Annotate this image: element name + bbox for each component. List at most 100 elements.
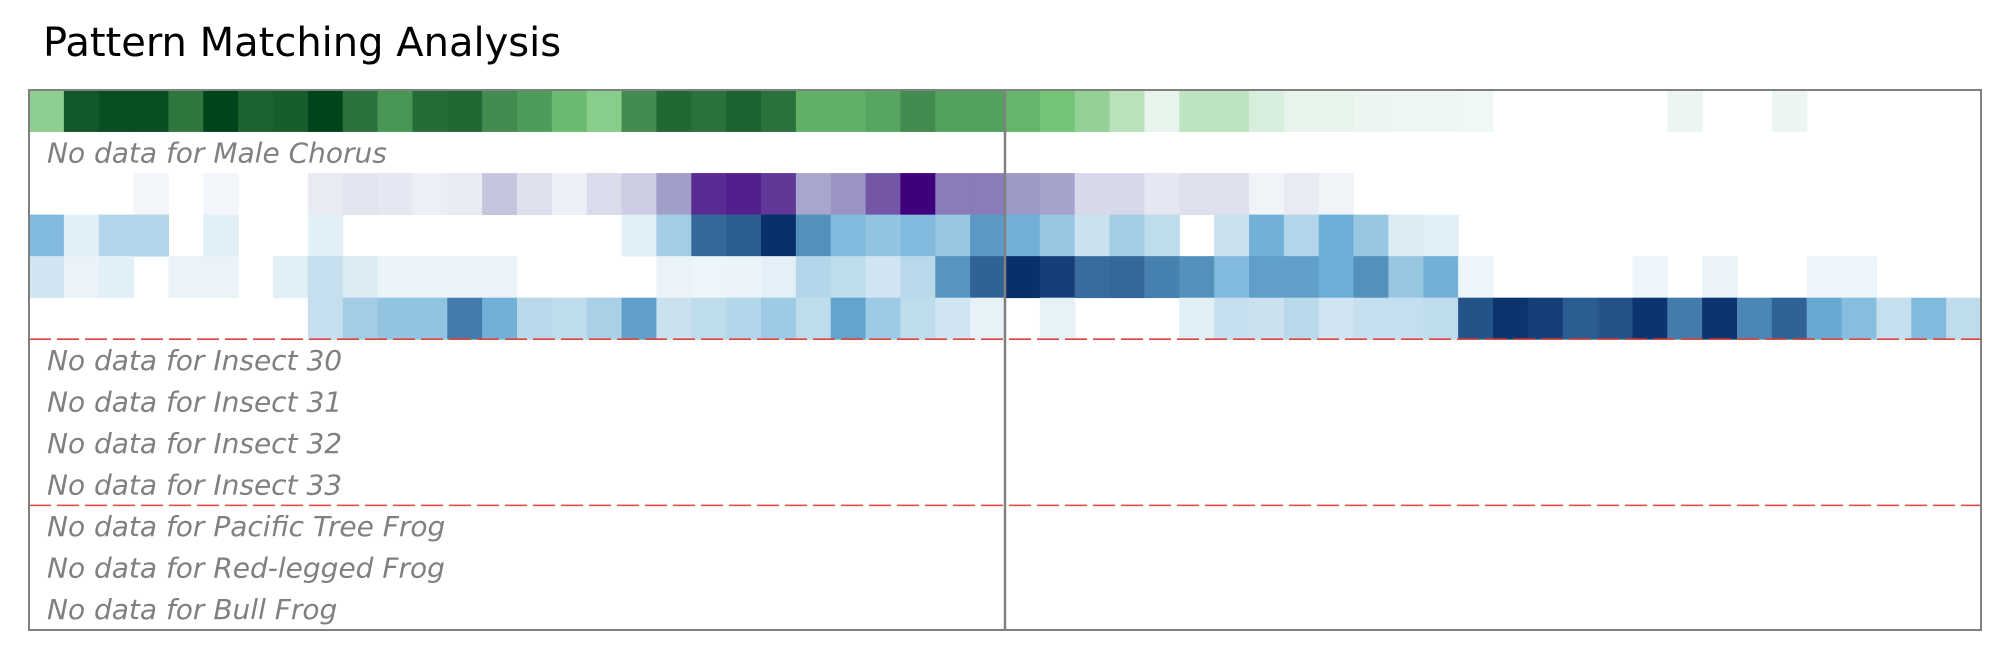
heatmap-cell [133, 214, 170, 257]
heatmap-cell [1458, 256, 1494, 299]
heatmap-cell [1388, 297, 1424, 340]
heatmap-cell [517, 173, 553, 216]
heatmap-cell [1005, 214, 1041, 257]
heatmap-cell [1005, 173, 1041, 216]
heatmap-cell [621, 173, 658, 216]
chart-title: Pattern Matching Analysis [43, 20, 562, 66]
heatmap-cell [970, 256, 1006, 299]
heatmap-cell [517, 90, 553, 132]
heatmap-cell [1632, 256, 1668, 299]
heatmap-cell [1109, 214, 1146, 257]
heatmap-cell [1806, 297, 1843, 340]
heatmap-cell [1074, 90, 1111, 132]
heatmap-cell [691, 173, 727, 216]
heatmap-cell [133, 173, 170, 216]
heatmap-cell [1388, 214, 1424, 257]
heatmap-cell [307, 90, 344, 132]
heatmap-cell [1458, 297, 1494, 340]
heatmap-cell [1667, 90, 1703, 132]
heatmap-cell [412, 256, 448, 299]
heatmap-cell [1214, 297, 1250, 340]
heatmap-cell [865, 173, 902, 216]
heatmap-cell [1283, 256, 1320, 299]
heatmap-cell [586, 173, 623, 216]
heatmap-cell [203, 256, 239, 299]
heatmap-cell [761, 297, 797, 340]
heatmap-cell [1144, 214, 1180, 257]
heatmap-cell [1074, 214, 1111, 257]
heatmap-cell [1632, 297, 1668, 340]
heatmap-cell [482, 173, 518, 216]
heatmap-cell [1214, 214, 1250, 257]
heatmap-cell [1458, 90, 1494, 132]
heatmap-cell [1493, 297, 1529, 340]
heatmap-cell [1179, 297, 1215, 340]
heatmap-cell [1318, 90, 1355, 132]
no-data-label: No data for Red-legged Frog [47, 552, 445, 585]
heatmap-cell [133, 90, 170, 132]
heatmap-cell [795, 297, 832, 340]
heatmap-cell [935, 297, 971, 340]
heatmap-cell [656, 297, 692, 340]
heatmap-cell [1074, 173, 1111, 216]
heatmap-cell [586, 90, 623, 132]
heatmap-cell [1388, 90, 1424, 132]
heatmap-cell [970, 297, 1006, 340]
heatmap-cell [238, 90, 274, 132]
heatmap-cell [377, 173, 414, 216]
heatmap-cell [1039, 256, 1076, 299]
heatmap-cell [691, 256, 727, 299]
heatmap-cell [29, 256, 65, 299]
heatmap-cell [656, 256, 692, 299]
heatmap-cell [830, 214, 867, 257]
heatmap-cell [726, 90, 762, 132]
heatmap-cell [621, 214, 658, 257]
no-data-label: No data for Insect 32 [47, 427, 342, 460]
heatmap-cell [551, 90, 588, 132]
heatmap-cell [412, 297, 448, 340]
heatmap-cell [1737, 297, 1773, 340]
heatmap-cell [1423, 256, 1459, 299]
heatmap-cell [342, 297, 379, 340]
heatmap-cell [1841, 297, 1878, 340]
heatmap-cell [1597, 297, 1634, 340]
heatmap-cell [1144, 90, 1180, 132]
heatmap-cell [970, 173, 1006, 216]
heatmap-cell [1423, 297, 1459, 340]
heatmap-cell [865, 214, 902, 257]
heatmap-cell [1388, 256, 1424, 299]
heatmap-cell [621, 90, 658, 132]
heatmap-cell [830, 90, 867, 132]
heatmap-cell [1249, 90, 1285, 132]
heatmap-cell [656, 173, 692, 216]
heatmap-cell [482, 256, 518, 299]
heatmap-cell [1283, 90, 1320, 132]
no-data-label: No data for Insect 31 [47, 386, 342, 419]
heatmap-cell [1353, 297, 1390, 340]
heatmap-cell [900, 256, 936, 299]
heatmap-cell [342, 90, 379, 132]
heatmap-cell [1771, 90, 1808, 132]
heatmap-cell [900, 214, 936, 257]
heatmap-cell [412, 90, 448, 132]
heatmap-cell [621, 297, 658, 340]
heatmap-cell [1806, 256, 1843, 299]
heatmap-cell [726, 297, 762, 340]
heatmap-cell [273, 256, 309, 299]
heatmap-cell [551, 173, 588, 216]
heatmap-cell [1249, 297, 1285, 340]
heatmap-cell [1074, 256, 1111, 299]
heatmap-cell [1771, 297, 1808, 340]
heatmap-cell [1423, 214, 1459, 257]
heatmap-cell [98, 214, 135, 257]
heatmap-cell [1527, 297, 1564, 340]
heatmap-cell [1318, 297, 1355, 340]
heatmap-cell [1353, 214, 1390, 257]
heatmap-cell [447, 297, 483, 340]
heatmap-cell [795, 256, 832, 299]
heatmap-cell [447, 173, 483, 216]
heatmap-cell [830, 256, 867, 299]
heatmap-cell [761, 214, 797, 257]
heatmap-cell [1876, 297, 1912, 340]
